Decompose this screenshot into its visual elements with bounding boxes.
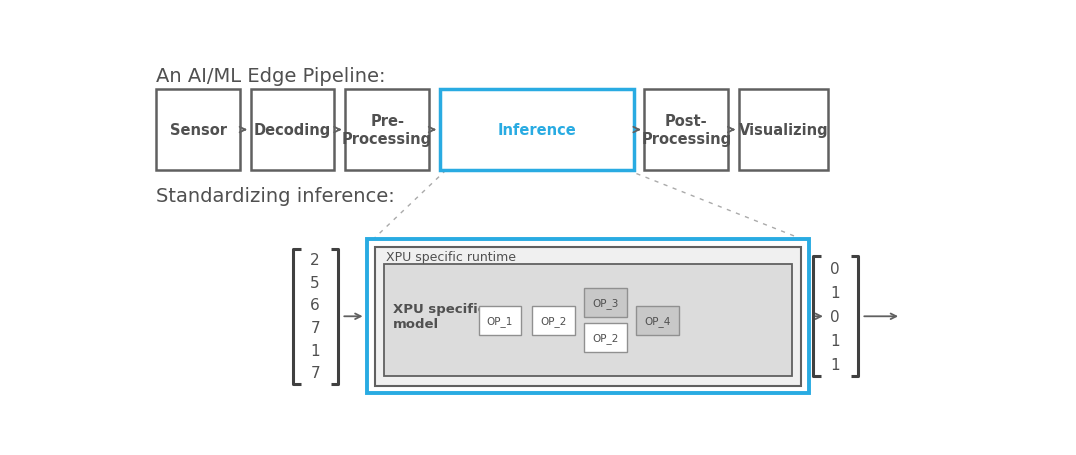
FancyBboxPatch shape xyxy=(532,306,575,335)
Text: 0: 0 xyxy=(831,261,840,276)
FancyBboxPatch shape xyxy=(645,90,728,171)
Text: 2: 2 xyxy=(310,253,320,268)
Text: 5: 5 xyxy=(310,275,320,290)
FancyBboxPatch shape xyxy=(479,306,521,335)
Text: Sensor: Sensor xyxy=(170,123,227,138)
Text: OP_4: OP_4 xyxy=(645,315,670,326)
FancyBboxPatch shape xyxy=(739,90,829,171)
Text: OP_2: OP_2 xyxy=(592,333,619,344)
Text: Visualizing: Visualizing xyxy=(739,123,829,138)
Text: 1: 1 xyxy=(831,285,840,300)
Text: 7: 7 xyxy=(310,320,320,335)
Text: Pre-
Processing: Pre- Processing xyxy=(342,114,433,147)
FancyBboxPatch shape xyxy=(367,240,809,394)
Text: Inference: Inference xyxy=(497,123,576,138)
FancyBboxPatch shape xyxy=(440,90,634,171)
FancyBboxPatch shape xyxy=(584,324,626,353)
Text: 1: 1 xyxy=(831,357,840,372)
Text: 1: 1 xyxy=(310,343,320,358)
Text: Post-
Processing: Post- Processing xyxy=(641,114,732,147)
Text: XPU specific
model: XPU specific model xyxy=(394,302,486,330)
FancyBboxPatch shape xyxy=(345,90,429,171)
Text: 1: 1 xyxy=(831,333,840,348)
Text: 7: 7 xyxy=(310,365,320,380)
Text: 6: 6 xyxy=(310,298,320,313)
Text: Standardizing inference:: Standardizing inference: xyxy=(156,187,395,206)
Text: OP_1: OP_1 xyxy=(486,315,513,326)
Text: OP_2: OP_2 xyxy=(540,315,567,326)
Text: 0: 0 xyxy=(831,309,840,324)
FancyBboxPatch shape xyxy=(251,90,335,171)
Text: An AI/ML Edge Pipeline:: An AI/ML Edge Pipeline: xyxy=(156,66,385,86)
Text: OP_3: OP_3 xyxy=(592,297,619,308)
FancyBboxPatch shape xyxy=(374,248,801,386)
FancyBboxPatch shape xyxy=(384,264,792,377)
FancyBboxPatch shape xyxy=(156,90,240,171)
FancyBboxPatch shape xyxy=(636,306,679,335)
Text: Decoding: Decoding xyxy=(254,123,331,138)
Text: XPU specific runtime: XPU specific runtime xyxy=(385,250,515,263)
FancyBboxPatch shape xyxy=(584,288,626,318)
